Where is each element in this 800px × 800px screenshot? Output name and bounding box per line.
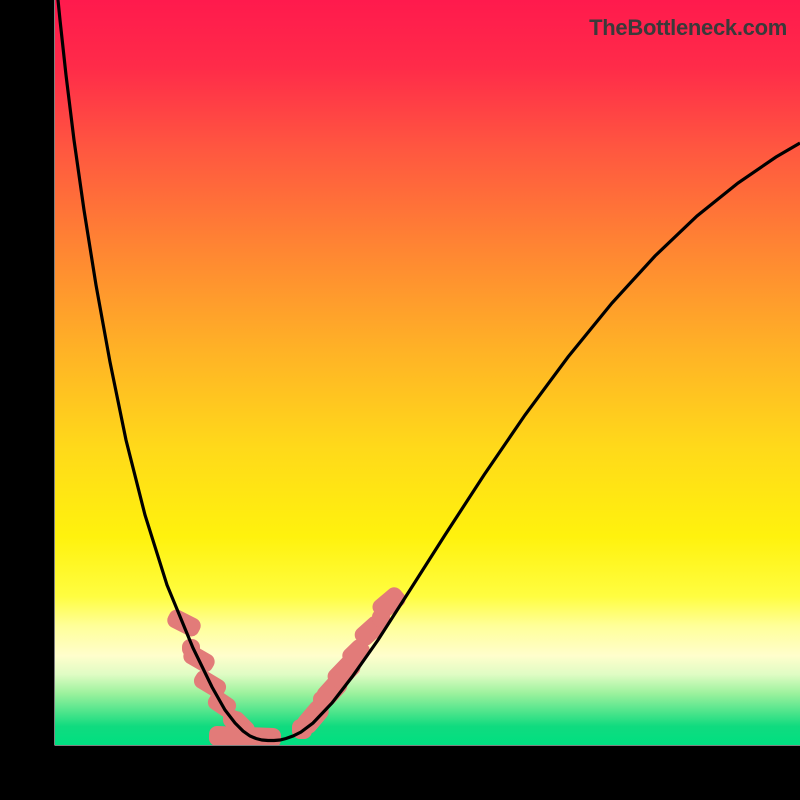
gradient-background [55,0,800,745]
chart-svg [0,0,800,800]
chart-container: TheBottleneck.com [0,0,800,800]
watermark: TheBottleneck.com [589,15,787,41]
curve-marker [209,726,282,749]
